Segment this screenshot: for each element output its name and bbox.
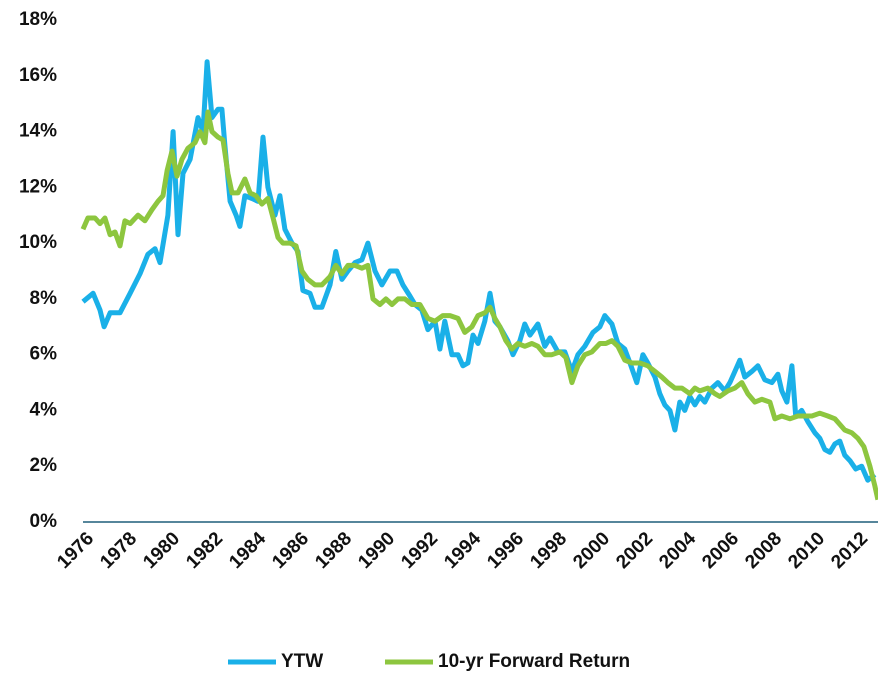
legend-label: 10-yr Forward Return [438, 651, 630, 672]
y-tick-label: 10% [19, 232, 57, 253]
x-tick-label: 2002 [612, 528, 657, 573]
y-tick-label: 16% [19, 65, 57, 86]
x-tick-label: 1992 [397, 528, 442, 573]
x-tick-label: 1988 [311, 528, 356, 573]
legend-label: YTW [281, 651, 323, 672]
y-tick-label: 8% [30, 288, 58, 309]
y-tick-label: 6% [30, 344, 58, 365]
x-tick-label: 2004 [655, 528, 700, 573]
y-tick-label: 4% [30, 399, 58, 420]
series-line [81, 59, 877, 483]
x-tick-label: 1998 [526, 528, 571, 573]
x-tick-label: 1984 [225, 528, 270, 573]
series-line [80, 109, 878, 501]
x-tick-label: 1980 [139, 528, 184, 573]
x-tick-label: 1994 [440, 528, 485, 573]
x-tick-label: 2008 [741, 528, 786, 573]
y-tick-label: 2% [30, 455, 58, 476]
y-tick-label: 12% [19, 176, 57, 197]
x-tick-label: 1982 [182, 528, 227, 573]
x-tick-label: 2006 [698, 528, 743, 573]
x-tick-label: 2000 [569, 528, 614, 573]
y-tick-label: 0% [30, 511, 58, 532]
x-tick-label: 1990 [354, 528, 399, 573]
x-tick-label: 2010 [784, 528, 829, 573]
x-tick-label: 1976 [53, 528, 98, 573]
y-tick-label: 14% [19, 121, 57, 142]
x-tick-label: 2012 [827, 528, 872, 573]
x-tick-label: 1986 [268, 528, 313, 573]
y-tick-label: 18% [19, 9, 57, 30]
x-tick-label: 1996 [483, 528, 528, 573]
x-tick-label: 1978 [96, 528, 141, 573]
